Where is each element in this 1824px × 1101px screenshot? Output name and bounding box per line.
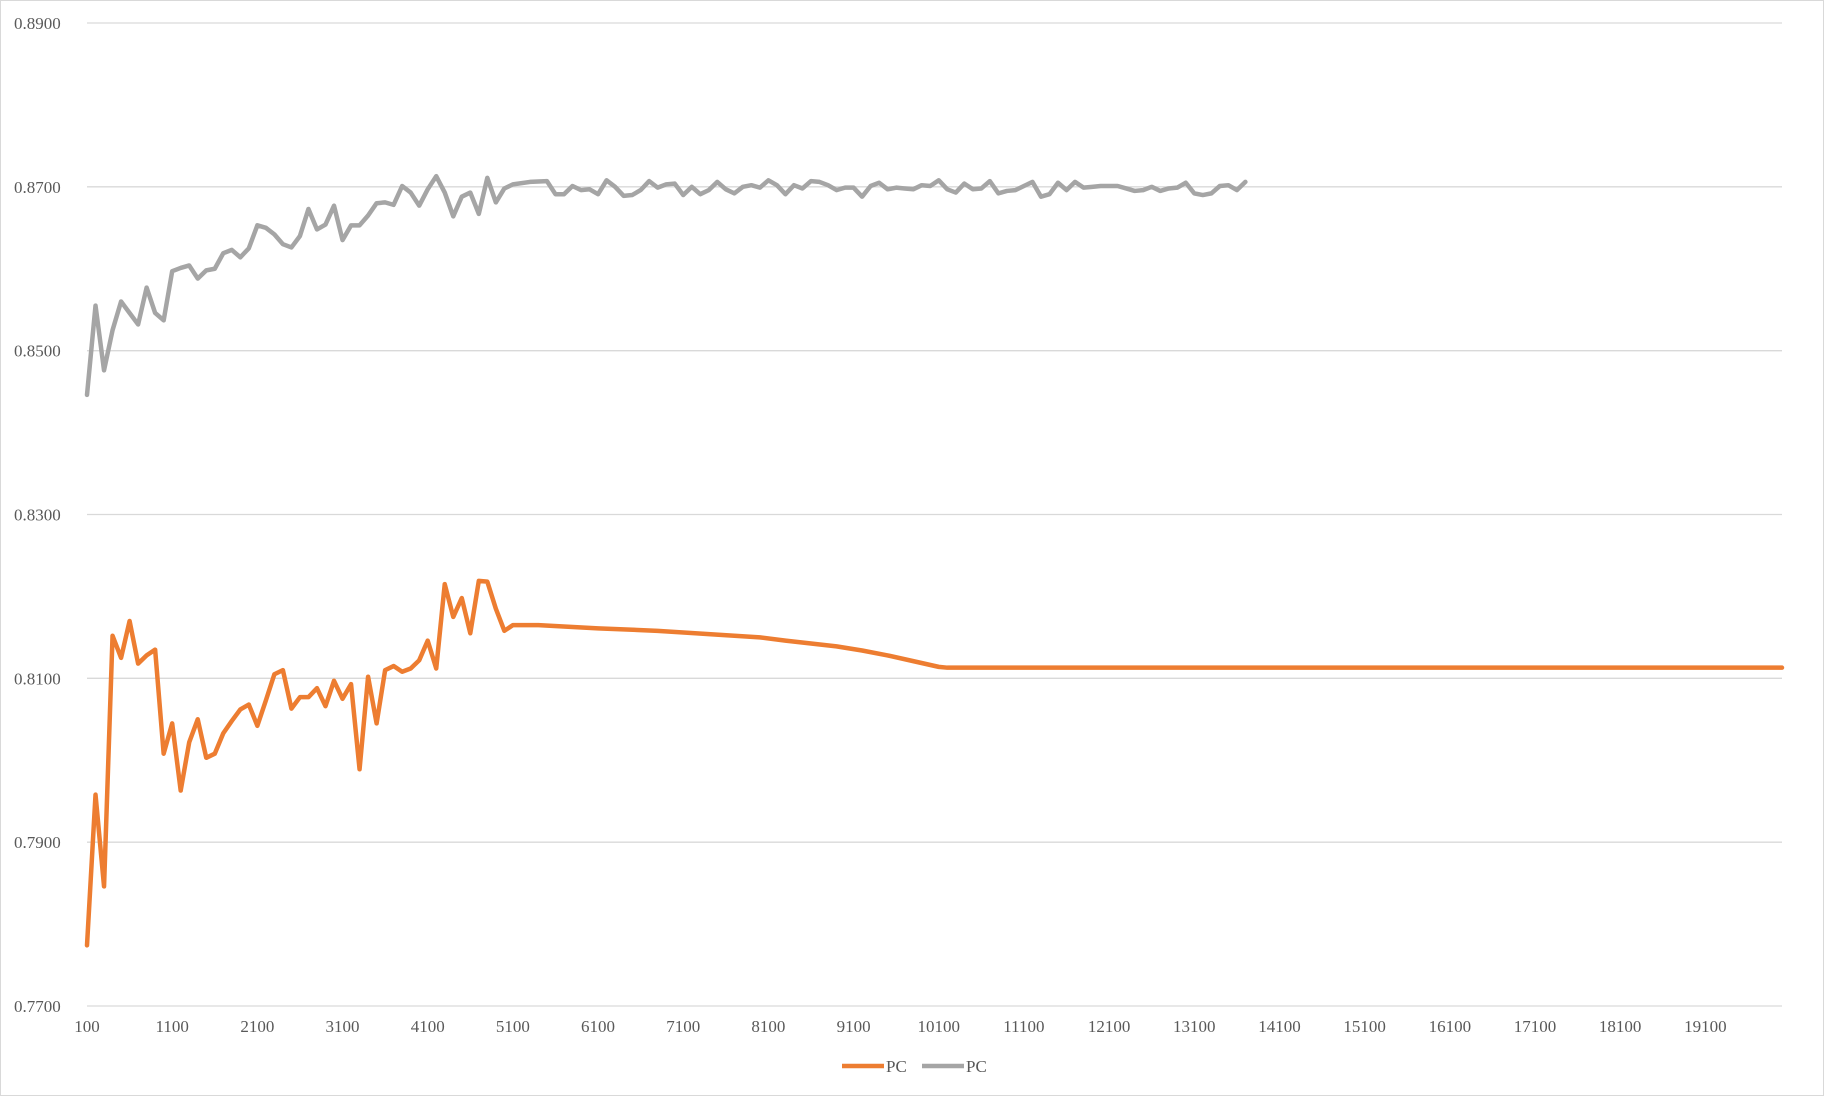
- x-tick-label: 6100: [581, 1017, 615, 1036]
- x-tick-label: 15100: [1343, 1017, 1386, 1036]
- x-tick-label: 18100: [1599, 1017, 1642, 1036]
- y-tick-label: 0.7700: [14, 997, 61, 1016]
- y-tick-label: 0.8500: [14, 342, 61, 361]
- x-tick-label: 7100: [666, 1017, 700, 1036]
- x-tick-label: 14100: [1258, 1017, 1301, 1036]
- x-tick-label: 10100: [918, 1017, 961, 1036]
- legend-label: PC: [966, 1057, 987, 1076]
- y-tick-label: 0.8700: [14, 178, 61, 197]
- y-tick-label: 0.8100: [14, 669, 61, 688]
- x-tick-label: 4100: [411, 1017, 445, 1036]
- x-tick-label: 5100: [496, 1017, 530, 1036]
- legend-label: PC: [886, 1057, 907, 1076]
- x-tick-label: 3100: [326, 1017, 360, 1036]
- y-tick-label: 0.8300: [14, 506, 61, 525]
- x-tick-label: 9100: [837, 1017, 871, 1036]
- x-tick-label: 2100: [240, 1017, 274, 1036]
- x-tick-label: 19100: [1684, 1017, 1727, 1036]
- x-tick-label: 12100: [1088, 1017, 1131, 1036]
- y-tick-label: 0.7900: [14, 833, 61, 852]
- x-tick-label: 1100: [155, 1017, 188, 1036]
- x-tick-label: 8100: [751, 1017, 785, 1036]
- x-tick-label: 100: [74, 1017, 100, 1036]
- x-tick-label: 16100: [1429, 1017, 1472, 1036]
- x-tick-label: 11100: [1003, 1017, 1044, 1036]
- x-tick-label: 13100: [1173, 1017, 1216, 1036]
- y-tick-label: 0.8900: [14, 14, 61, 33]
- x-tick-label: 17100: [1514, 1017, 1557, 1036]
